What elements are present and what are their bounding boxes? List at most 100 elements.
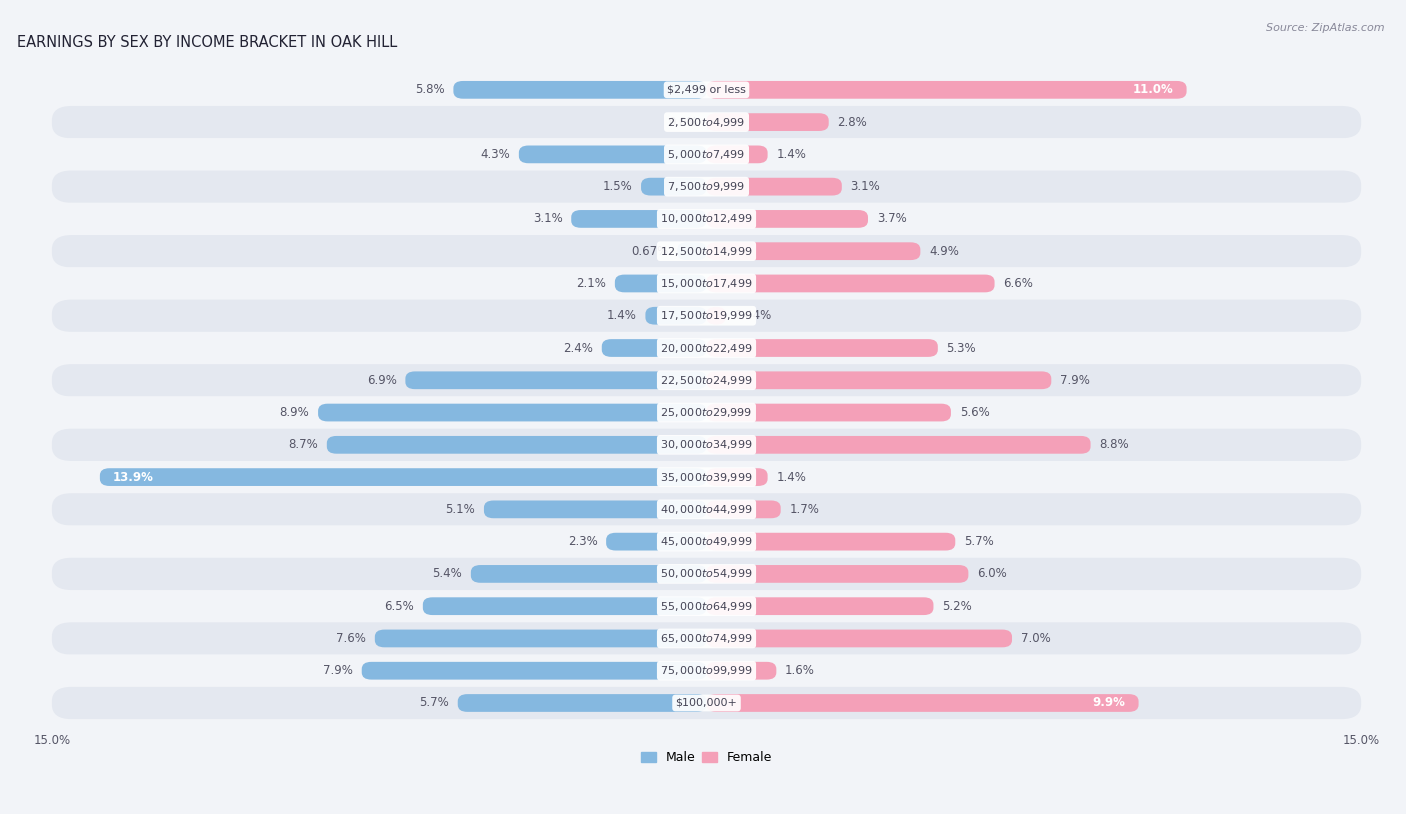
FancyBboxPatch shape	[645, 307, 706, 325]
Text: $22,500 to $24,999: $22,500 to $24,999	[661, 374, 752, 387]
FancyBboxPatch shape	[453, 81, 706, 98]
FancyBboxPatch shape	[52, 493, 1361, 526]
FancyBboxPatch shape	[706, 404, 950, 422]
Text: 3.1%: 3.1%	[851, 180, 880, 193]
Text: 8.8%: 8.8%	[1099, 438, 1129, 451]
Text: 2.8%: 2.8%	[838, 116, 868, 129]
FancyBboxPatch shape	[706, 177, 842, 195]
FancyBboxPatch shape	[326, 436, 706, 453]
Text: 5.8%: 5.8%	[415, 83, 444, 96]
Text: $12,500 to $14,999: $12,500 to $14,999	[661, 245, 752, 258]
FancyBboxPatch shape	[519, 146, 706, 164]
FancyBboxPatch shape	[706, 533, 955, 550]
Text: 5.4%: 5.4%	[433, 567, 463, 580]
Text: $30,000 to $34,999: $30,000 to $34,999	[661, 438, 752, 451]
Text: $7,500 to $9,999: $7,500 to $9,999	[668, 180, 745, 193]
Text: $2,499 or less: $2,499 or less	[666, 85, 747, 95]
FancyBboxPatch shape	[458, 694, 706, 712]
FancyBboxPatch shape	[318, 404, 706, 422]
Text: 4.9%: 4.9%	[929, 245, 959, 258]
FancyBboxPatch shape	[706, 436, 1091, 453]
FancyBboxPatch shape	[641, 177, 706, 195]
Text: 7.9%: 7.9%	[323, 664, 353, 677]
FancyBboxPatch shape	[706, 113, 828, 131]
FancyBboxPatch shape	[706, 371, 1052, 389]
Text: 2.3%: 2.3%	[568, 535, 598, 548]
FancyBboxPatch shape	[52, 654, 1361, 687]
Text: 8.9%: 8.9%	[280, 406, 309, 419]
FancyBboxPatch shape	[52, 235, 1361, 267]
Text: 2.1%: 2.1%	[576, 277, 606, 290]
FancyBboxPatch shape	[614, 274, 706, 292]
FancyBboxPatch shape	[678, 243, 706, 260]
FancyBboxPatch shape	[706, 243, 921, 260]
FancyBboxPatch shape	[52, 590, 1361, 623]
Text: $65,000 to $74,999: $65,000 to $74,999	[661, 632, 752, 645]
Text: 1.4%: 1.4%	[776, 470, 806, 484]
Text: $15,000 to $17,499: $15,000 to $17,499	[661, 277, 752, 290]
FancyBboxPatch shape	[423, 597, 706, 615]
Text: Source: ZipAtlas.com: Source: ZipAtlas.com	[1267, 23, 1385, 33]
Text: 7.6%: 7.6%	[336, 632, 366, 645]
Text: $35,000 to $39,999: $35,000 to $39,999	[661, 470, 752, 484]
FancyBboxPatch shape	[706, 146, 768, 164]
Text: 1.4%: 1.4%	[607, 309, 637, 322]
FancyBboxPatch shape	[52, 396, 1361, 429]
Text: 5.6%: 5.6%	[960, 406, 990, 419]
Text: $10,000 to $12,499: $10,000 to $12,499	[661, 212, 752, 225]
FancyBboxPatch shape	[52, 300, 1361, 332]
Text: 5.3%: 5.3%	[946, 342, 976, 355]
FancyBboxPatch shape	[606, 533, 706, 550]
Text: 1.5%: 1.5%	[603, 180, 633, 193]
Text: 3.1%: 3.1%	[533, 212, 562, 225]
FancyBboxPatch shape	[52, 461, 1361, 493]
FancyBboxPatch shape	[706, 662, 776, 680]
FancyBboxPatch shape	[706, 468, 768, 486]
Legend: Male, Female: Male, Female	[636, 746, 778, 769]
FancyBboxPatch shape	[706, 274, 994, 292]
Text: 11.0%: 11.0%	[1133, 83, 1174, 96]
Text: $45,000 to $49,999: $45,000 to $49,999	[661, 535, 752, 548]
Text: $55,000 to $64,999: $55,000 to $64,999	[661, 600, 752, 613]
FancyBboxPatch shape	[52, 526, 1361, 558]
FancyBboxPatch shape	[52, 138, 1361, 170]
FancyBboxPatch shape	[471, 565, 706, 583]
Text: 5.1%: 5.1%	[446, 503, 475, 516]
Text: 13.9%: 13.9%	[112, 470, 153, 484]
Text: $25,000 to $29,999: $25,000 to $29,999	[661, 406, 752, 419]
Text: 6.5%: 6.5%	[384, 600, 415, 613]
FancyBboxPatch shape	[52, 623, 1361, 654]
Text: $75,000 to $99,999: $75,000 to $99,999	[661, 664, 752, 677]
Text: $20,000 to $22,499: $20,000 to $22,499	[661, 342, 752, 355]
Text: 3.7%: 3.7%	[877, 212, 907, 225]
FancyBboxPatch shape	[706, 210, 868, 228]
Text: 5.2%: 5.2%	[942, 600, 972, 613]
Text: $50,000 to $54,999: $50,000 to $54,999	[661, 567, 752, 580]
FancyBboxPatch shape	[52, 203, 1361, 235]
Text: 8.7%: 8.7%	[288, 438, 318, 451]
FancyBboxPatch shape	[52, 332, 1361, 364]
FancyBboxPatch shape	[52, 106, 1361, 138]
FancyBboxPatch shape	[100, 468, 706, 486]
Text: $17,500 to $19,999: $17,500 to $19,999	[661, 309, 752, 322]
FancyBboxPatch shape	[706, 501, 780, 519]
FancyBboxPatch shape	[405, 371, 706, 389]
FancyBboxPatch shape	[52, 687, 1361, 719]
Text: EARNINGS BY SEX BY INCOME BRACKET IN OAK HILL: EARNINGS BY SEX BY INCOME BRACKET IN OAK…	[17, 35, 396, 50]
FancyBboxPatch shape	[375, 629, 706, 647]
Text: $40,000 to $44,999: $40,000 to $44,999	[661, 503, 752, 516]
FancyBboxPatch shape	[706, 629, 1012, 647]
FancyBboxPatch shape	[706, 339, 938, 357]
Text: 6.0%: 6.0%	[977, 567, 1007, 580]
FancyBboxPatch shape	[484, 501, 706, 519]
Text: 1.4%: 1.4%	[776, 148, 806, 161]
FancyBboxPatch shape	[706, 307, 725, 325]
FancyBboxPatch shape	[52, 267, 1361, 300]
Text: $2,500 to $4,999: $2,500 to $4,999	[668, 116, 745, 129]
Text: 5.7%: 5.7%	[965, 535, 994, 548]
FancyBboxPatch shape	[361, 662, 706, 680]
Text: 6.9%: 6.9%	[367, 374, 396, 387]
Text: 0.67%: 0.67%	[631, 245, 668, 258]
Text: 6.6%: 6.6%	[1004, 277, 1033, 290]
FancyBboxPatch shape	[52, 558, 1361, 590]
